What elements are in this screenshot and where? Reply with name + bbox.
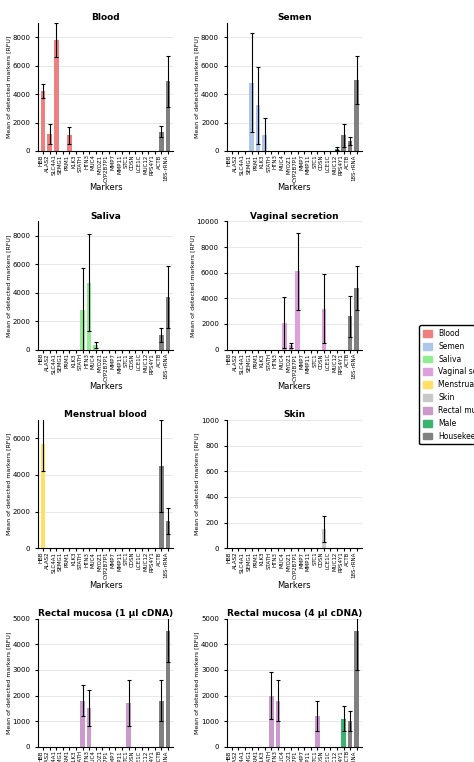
Title: Rectal mucosa (1 µl cDNA): Rectal mucosa (1 µl cDNA) [38, 609, 173, 618]
Bar [67, 136, 72, 151]
Title: Blood: Blood [91, 13, 120, 22]
Title: Rectal mucosa (4 µl cDNA): Rectal mucosa (4 µl cDNA) [227, 609, 362, 618]
Y-axis label: Mean of detected markers [RFU]: Mean of detected markers [RFU] [6, 36, 11, 138]
Y-axis label: Mean of detected markers [RFU]: Mean of detected markers [RFU] [6, 235, 11, 337]
Bar [47, 134, 52, 151]
Y-axis label: Mean of detected markers [RFU]: Mean of detected markers [RFU] [195, 433, 200, 535]
Bar [263, 136, 267, 151]
Bar [54, 40, 59, 151]
Bar [269, 696, 273, 747]
Bar [166, 632, 170, 747]
Bar [275, 700, 280, 747]
Y-axis label: Mean of detected markers [RFU]: Mean of detected markers [RFU] [190, 235, 195, 337]
Title: Vaginal secretion: Vaginal secretion [250, 212, 338, 221]
Y-axis label: Mean of detected markers [RFU]: Mean of detected markers [RFU] [6, 433, 11, 535]
X-axis label: Markers: Markers [89, 184, 122, 192]
Title: Skin: Skin [283, 410, 305, 419]
Bar [41, 91, 46, 151]
Bar [289, 345, 293, 350]
Bar [41, 443, 46, 548]
Bar [341, 136, 346, 151]
Bar [159, 466, 164, 548]
Bar [348, 141, 353, 151]
Title: Saliva: Saliva [90, 212, 121, 221]
X-axis label: Markers: Markers [89, 382, 122, 391]
Bar [315, 716, 319, 747]
X-axis label: Markers: Markers [277, 382, 311, 391]
Bar [256, 105, 260, 151]
Bar [80, 309, 85, 350]
Legend: Blood, Semen, Saliva, Vaginal secretion, Menstrual blood, Skin, Rectal mucosa, M: Blood, Semen, Saliva, Vaginal secretion,… [419, 325, 474, 444]
Bar [321, 529, 326, 548]
Bar [166, 82, 170, 151]
Y-axis label: Mean of detected markers [RFU]: Mean of detected markers [RFU] [195, 36, 200, 138]
Bar [348, 721, 353, 747]
Bar [166, 520, 170, 548]
Bar [348, 316, 353, 350]
Y-axis label: Mean of detected markers [RFU]: Mean of detected markers [RFU] [6, 632, 11, 734]
Bar [249, 82, 254, 151]
Bar [159, 700, 164, 747]
Bar [159, 335, 164, 350]
Bar [126, 703, 131, 747]
Title: Menstrual blood: Menstrual blood [64, 410, 147, 419]
Bar [355, 80, 359, 151]
Bar [87, 283, 91, 350]
X-axis label: Markers: Markers [277, 184, 311, 192]
Bar [355, 288, 359, 350]
Bar [282, 322, 287, 350]
Bar [295, 271, 300, 350]
Bar [159, 132, 164, 151]
Bar [335, 149, 339, 151]
Bar [321, 309, 326, 350]
Y-axis label: Mean of detected markers [RFU]: Mean of detected markers [RFU] [195, 632, 200, 734]
Title: Semen: Semen [277, 13, 311, 22]
Bar [87, 709, 91, 747]
Bar [80, 700, 85, 747]
Bar [355, 632, 359, 747]
X-axis label: Markers: Markers [277, 581, 311, 590]
X-axis label: Markers: Markers [89, 581, 122, 590]
Bar [341, 719, 346, 747]
Bar [166, 297, 170, 350]
Bar [93, 345, 98, 350]
